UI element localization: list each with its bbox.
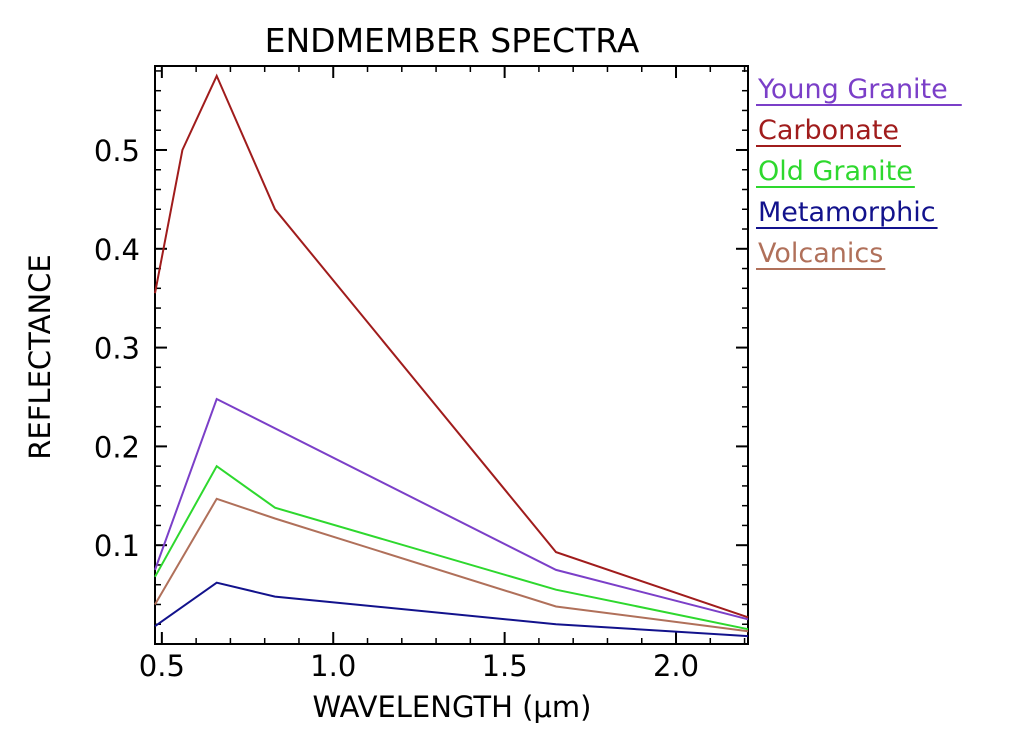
x-axis-label: WAVELENGTH (μm) (313, 690, 592, 724)
series-line-young-granite (154, 397, 749, 621)
legend-label-old-granite: Old Granite (758, 156, 913, 187)
series-line-carbonate (154, 73, 749, 619)
legend-label-metamorphic: Metamorphic (758, 197, 936, 228)
series-line-metamorphic (154, 581, 749, 638)
x-tick-label: 2.0 (653, 649, 699, 683)
x-tick-label: 0.5 (139, 649, 185, 683)
x-tick-label: 1.0 (310, 649, 356, 683)
series-line-volcanics (154, 497, 749, 633)
legend: Young Granite Carbonate Old Granite Metamor… (756, 74, 962, 270)
y-tick-label: 0.1 (94, 529, 140, 563)
legend-label-carbonate: Carbonate (758, 115, 899, 146)
series-lines (154, 73, 749, 638)
legend-label-volcanics: Volcanics (758, 238, 883, 269)
legend-label-young-granite: Young Granite (757, 74, 948, 105)
chart-title: ENDMEMBER SPECTRA (265, 21, 640, 60)
y-axis-label: REFLECTANCE (23, 254, 57, 459)
y-tick-label: 0.5 (94, 134, 140, 168)
y-tick-label: 0.4 (94, 233, 140, 267)
series-line-old-granite (154, 464, 749, 631)
plot-frame (154, 65, 749, 645)
axis-ticks: 0.5 1.0 1.5 2.0 0.1 0.2 0.3 0.4 0.5 (94, 66, 748, 683)
x-tick-label: 1.5 (482, 649, 528, 683)
y-tick-label: 0.2 (94, 430, 140, 464)
y-tick-label: 0.3 (94, 332, 140, 366)
